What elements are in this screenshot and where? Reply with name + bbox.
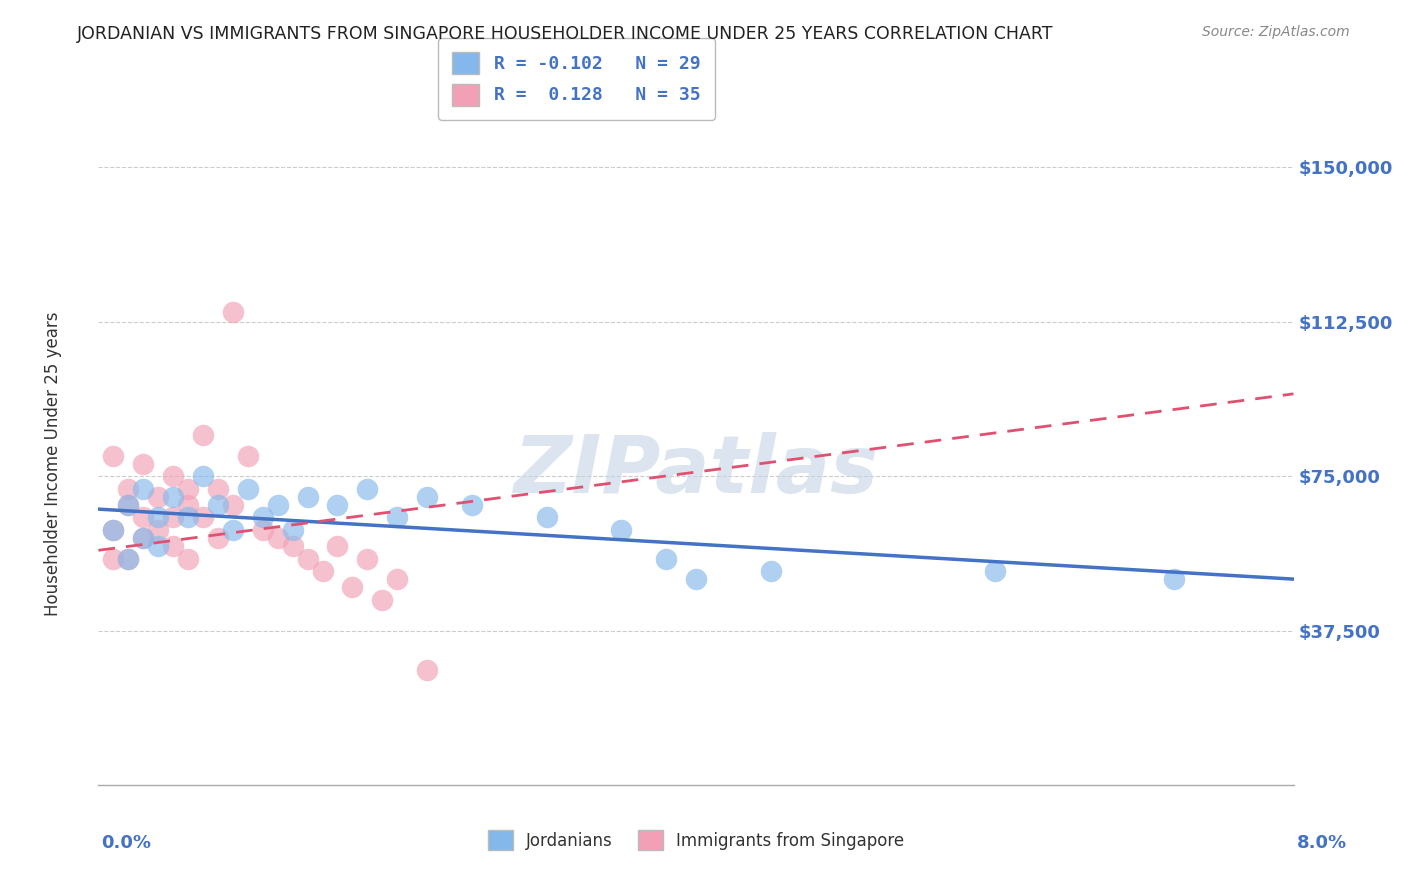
Point xyxy=(191,428,214,442)
Point xyxy=(311,564,333,578)
Point xyxy=(207,482,229,496)
Point xyxy=(117,498,139,512)
Point xyxy=(191,469,214,483)
Point xyxy=(117,551,139,566)
Point xyxy=(148,510,170,524)
Point xyxy=(356,482,378,496)
Text: JORDANIAN VS IMMIGRANTS FROM SINGAPORE HOUSEHOLDER INCOME UNDER 25 YEARS CORRELA: JORDANIAN VS IMMIGRANTS FROM SINGAPORE H… xyxy=(77,25,1054,43)
Point xyxy=(162,539,184,553)
Point xyxy=(148,490,170,504)
Point xyxy=(1163,572,1185,586)
Point xyxy=(536,510,558,524)
Point xyxy=(207,531,229,545)
Point xyxy=(207,498,229,512)
Point xyxy=(148,523,170,537)
Point xyxy=(132,531,155,545)
Point xyxy=(385,510,409,524)
Point xyxy=(267,498,290,512)
Point xyxy=(252,510,274,524)
Point xyxy=(162,490,184,504)
Point xyxy=(326,539,349,553)
Point xyxy=(281,523,304,537)
Point xyxy=(222,498,245,512)
Point xyxy=(177,498,200,512)
Point xyxy=(655,551,678,566)
Point xyxy=(103,551,125,566)
Point xyxy=(984,564,1007,578)
Point xyxy=(177,551,200,566)
Point xyxy=(191,510,214,524)
Point xyxy=(132,482,155,496)
Point xyxy=(162,510,184,524)
Point xyxy=(103,523,125,537)
Point xyxy=(252,523,274,537)
Point xyxy=(416,663,439,677)
Point xyxy=(685,572,707,586)
Point xyxy=(356,551,378,566)
Point xyxy=(117,498,139,512)
Point xyxy=(148,539,170,553)
Point xyxy=(117,482,139,496)
Point xyxy=(236,482,259,496)
Text: ZIPatlas: ZIPatlas xyxy=(513,432,879,509)
Text: Source: ZipAtlas.com: Source: ZipAtlas.com xyxy=(1202,25,1350,39)
Point xyxy=(103,449,125,463)
Legend: Jordanians, Immigrants from Singapore: Jordanians, Immigrants from Singapore xyxy=(474,816,918,863)
Point xyxy=(222,523,245,537)
Point xyxy=(117,551,139,566)
Point xyxy=(132,510,155,524)
Point xyxy=(342,580,364,594)
Point xyxy=(132,531,155,545)
Point xyxy=(103,523,125,537)
Point xyxy=(385,572,409,586)
Point xyxy=(281,539,304,553)
Point xyxy=(297,490,319,504)
Point xyxy=(236,449,259,463)
Point xyxy=(297,551,319,566)
Point xyxy=(759,564,782,578)
Text: Householder Income Under 25 years: Householder Income Under 25 years xyxy=(45,311,62,616)
Text: 8.0%: 8.0% xyxy=(1296,834,1347,852)
Point xyxy=(162,469,184,483)
Point xyxy=(177,510,200,524)
Point xyxy=(132,457,155,471)
Point xyxy=(267,531,290,545)
Point xyxy=(177,482,200,496)
Point xyxy=(416,490,439,504)
Point xyxy=(610,523,633,537)
Point xyxy=(222,304,245,318)
Point xyxy=(326,498,349,512)
Text: 0.0%: 0.0% xyxy=(101,834,152,852)
Point xyxy=(371,592,394,607)
Point xyxy=(461,498,484,512)
